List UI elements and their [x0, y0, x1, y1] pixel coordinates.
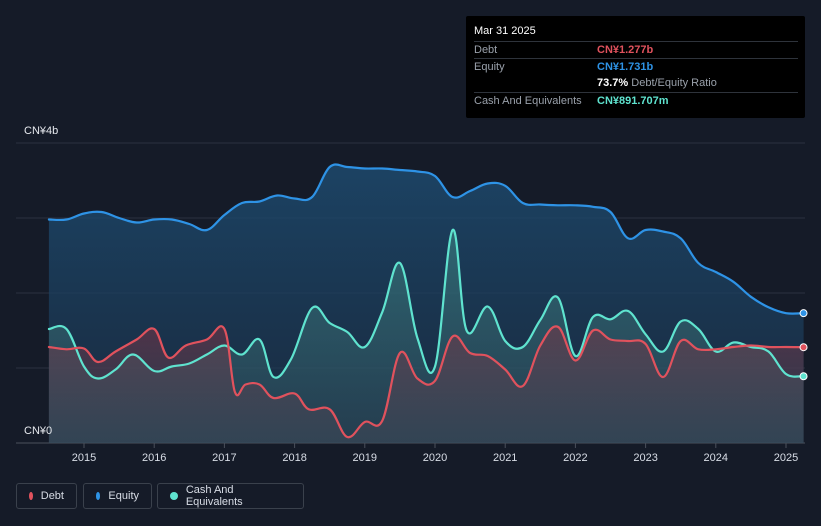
equity-dot-icon [96, 492, 101, 500]
x-tick-label: 2016 [142, 452, 166, 464]
tooltip-equity-value: CN¥1.731b [597, 61, 654, 73]
cash-dot-icon [170, 492, 178, 500]
debt-end-point [799, 343, 808, 352]
tooltip-debt-value: CN¥1.277b [597, 44, 654, 56]
tooltip-cash-value: CN¥891.707m [597, 95, 669, 107]
x-tick-label: 2023 [633, 452, 657, 464]
cash-line [47, 228, 805, 380]
x-tick-label: 2015 [72, 452, 96, 464]
tooltip-equity-row: Equity CN¥1.731b [474, 58, 798, 75]
legend-debt-label: Debt [40, 490, 64, 502]
legend-cash[interactable]: Cash And Equivalents [157, 483, 304, 509]
y-axis-top-label: CN¥4b [24, 125, 59, 137]
tooltip-date: Mar 31 2025 [474, 25, 536, 37]
tooltip-equity-label: Equity [474, 61, 505, 73]
equity-end-point [799, 309, 808, 318]
equity-line [47, 163, 805, 315]
tooltip-debt-row: Debt CN¥1.277b [474, 41, 798, 58]
end-markers [799, 309, 808, 381]
y-axis-bottom-label: CN¥0 [24, 425, 53, 437]
series-lines [47, 163, 805, 439]
series-areas [48, 164, 804, 444]
legend-equity[interactable]: Equity [83, 483, 152, 509]
x-tick-label: 2017 [212, 452, 236, 464]
tooltip-ratio-label: Debt/Equity Ratio [631, 77, 717, 89]
x-tick-label: 2024 [704, 452, 728, 464]
debt-line [47, 325, 805, 439]
x-tick-label: 2020 [423, 452, 447, 464]
x-tick-label: 2018 [282, 452, 306, 464]
tooltip-ratio-row: 73.7% Debt/Equity Ratio [474, 75, 798, 91]
tooltip-ratio-value: 73.7% [597, 77, 629, 89]
tooltip-debt-label: Debt [474, 44, 498, 56]
cash-end-point [799, 372, 808, 381]
x-tick-label: 2025 [774, 452, 798, 464]
tooltip-cash-label: Cash And Equivalents [474, 95, 582, 107]
tooltip-cash-row: Cash And Equivalents CN¥891.707m [474, 92, 798, 109]
tooltip: Mar 31 2025 Debt CN¥1.277b Equity CN¥1.7… [466, 16, 805, 118]
legend-debt[interactable]: Debt [16, 483, 77, 509]
x-tick-label: 2021 [493, 452, 517, 464]
x-tick-label: 2019 [353, 452, 377, 464]
x-axis-ticks: 2015 2016 2017 2018 2019 2020 2021 2022 2023 2024… [72, 443, 798, 464]
legend-cash-label: Cash And Equivalents [185, 484, 243, 508]
x-tick-label: 2022 [563, 452, 587, 464]
legend-equity-label: Equity [108, 490, 139, 502]
debt-dot-icon [29, 492, 33, 500]
